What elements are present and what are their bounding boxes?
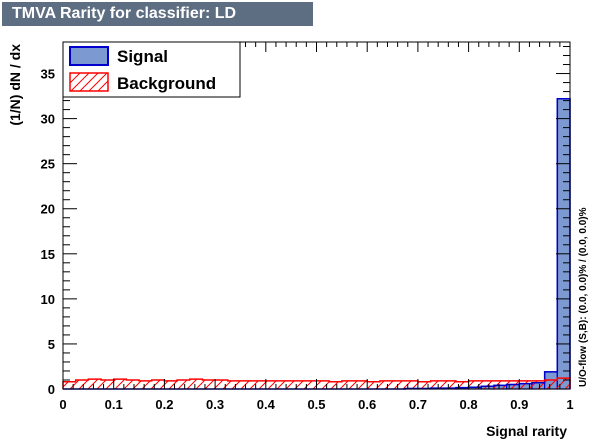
background-bar — [88, 379, 102, 389]
legend-signal-swatch — [69, 46, 109, 66]
background-bar — [329, 381, 342, 389]
x-tick-label: 0.7 — [409, 397, 427, 412]
y-tick-label: 25 — [41, 157, 55, 172]
background-bar — [519, 380, 532, 389]
background-bar — [253, 380, 266, 389]
background-bar — [468, 380, 482, 389]
x-tick-label: 0.4 — [257, 397, 276, 412]
background-bar — [367, 381, 380, 389]
x-tick-label: 0.1 — [105, 397, 123, 412]
x-tick-label: 1 — [566, 397, 573, 412]
tick-labels: 0 0.1 0.2 0.3 0.4 0.5 0.6 0.7 0.8 0.9 105101520253… — [41, 67, 574, 412]
background-bar — [265, 380, 279, 389]
background-bar — [164, 380, 178, 389]
background-bar — [557, 378, 570, 389]
background-bar — [177, 379, 190, 389]
x-tick-label: 0.8 — [460, 397, 478, 412]
background-bar — [316, 380, 330, 389]
background-bar — [227, 380, 241, 389]
background-bar — [531, 380, 545, 389]
background-bar — [544, 379, 558, 389]
background-bar — [215, 379, 228, 389]
background-bar — [481, 380, 494, 389]
background-bar — [291, 380, 304, 389]
background-bar — [405, 380, 418, 389]
background-bar — [113, 379, 127, 389]
x-tick-label: 0.3 — [206, 397, 224, 412]
legend-background-swatch — [69, 72, 109, 92]
background-bar — [240, 380, 254, 389]
x-tick-label: 0.2 — [155, 397, 173, 412]
background-bar — [455, 381, 469, 389]
y-tick-label: 5 — [48, 337, 55, 352]
x-tick-label: 0.6 — [358, 397, 376, 412]
background-bar — [379, 380, 393, 389]
legend: Signal Background — [62, 41, 241, 98]
background-bar — [139, 380, 152, 389]
background-bar — [354, 380, 368, 389]
x-tick-label: 0.5 — [307, 397, 325, 412]
y-tick-label: 15 — [41, 247, 55, 262]
axis-ticks — [62, 42, 571, 390]
x-tick-label: 0.9 — [510, 397, 528, 412]
legend-background-label: Background — [117, 74, 216, 93]
x-tick-label: 0 — [59, 397, 66, 412]
background-bar — [126, 379, 140, 389]
y-tick-label: 30 — [41, 112, 55, 127]
legend-signal-label: Signal — [117, 47, 168, 66]
x-axis-label: Signal rarity — [486, 423, 567, 439]
background-bar — [189, 379, 203, 389]
overflow-note: U/O-flow (S,B): (0.0, 0.0)% / (0.0, 0.0)… — [578, 207, 589, 387]
background-bar — [202, 379, 216, 389]
y-tick-label: 0 — [48, 382, 55, 397]
y-tick-label: 10 — [41, 292, 55, 307]
background-bar — [392, 380, 406, 389]
background-bar — [63, 381, 76, 389]
y-tick-label: 35 — [41, 67, 55, 82]
background-bar — [151, 379, 165, 389]
chart-title: TMVA Rarity for classifier: LD — [2, 2, 313, 26]
background-bar — [417, 381, 431, 389]
background-outline — [62, 377, 571, 389]
background-bar — [430, 380, 444, 389]
background-bar — [101, 379, 114, 389]
signal-bar — [556, 98, 571, 390]
y-axis-label: (1/N) dN / dx — [7, 44, 23, 126]
histogram-bars — [62, 98, 571, 390]
background-bar — [75, 379, 89, 389]
background-bar — [341, 380, 355, 389]
background-bar — [443, 380, 456, 389]
signal-outline — [63, 98, 571, 390]
background-bar — [278, 380, 292, 389]
background-bar — [303, 380, 317, 389]
y-tick-label: 20 — [41, 202, 55, 217]
